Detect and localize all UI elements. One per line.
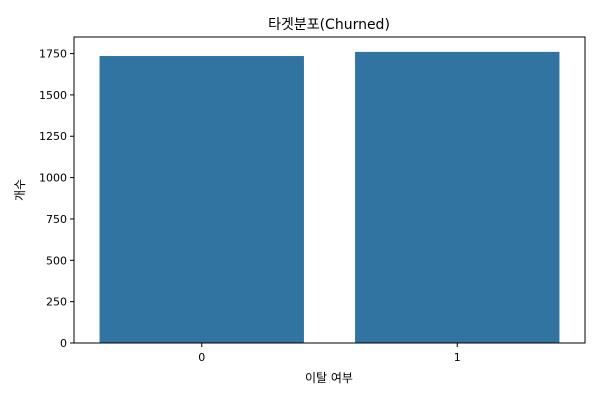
y-tick-label: 250 [46,296,67,309]
y-tick-label: 750 [46,213,67,226]
bar-1 [355,51,560,344]
x-axis-label: 이탈 여부 [305,371,353,385]
x-tick-label: 1 [454,351,461,364]
y-axis-label: 개수 [13,179,27,201]
y-tick-label: 1250 [39,130,67,143]
y-axis-ticks: 0 250 500 750 1000 1250 1500 1750 [39,48,74,350]
bars-layer [99,51,560,344]
x-tick-label: 0 [198,351,205,364]
y-tick-label: 1500 [39,89,67,102]
y-tick-label: 1750 [39,48,67,61]
axes-layer [73,36,586,344]
bar-0 [99,56,304,344]
y-tick-label: 500 [46,254,67,267]
y-tick-label: 1000 [39,172,67,185]
plot-frame [73,36,586,344]
chart-title: 타겟분포(Churned) [268,17,390,33]
y-tick-label: 0 [60,337,67,350]
